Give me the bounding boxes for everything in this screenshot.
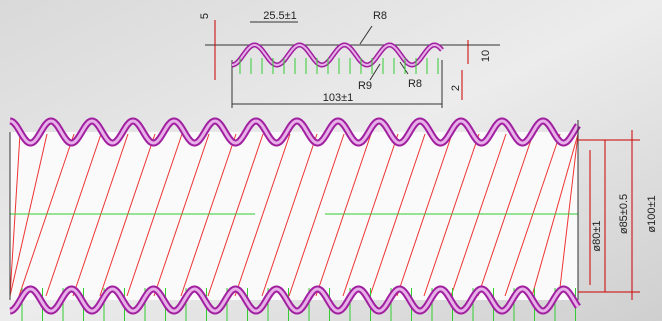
leader bbox=[399, 61, 409, 75]
hatch-line bbox=[531, 133, 579, 297]
hatch-line bbox=[396, 133, 453, 297]
pipe-wall-inner bbox=[9, 119, 580, 145]
hatch-line bbox=[369, 133, 426, 297]
hatch-line bbox=[234, 133, 291, 297]
dim-label: ø100±1 bbox=[646, 195, 658, 232]
hatch-line bbox=[315, 133, 372, 297]
pipe-wall-inner bbox=[9, 287, 580, 313]
hatch bbox=[9, 133, 579, 321]
hatch-line bbox=[126, 133, 183, 297]
hatch-line bbox=[342, 133, 399, 297]
pipe-walls bbox=[9, 117, 581, 315]
dim-label: 10 bbox=[480, 50, 492, 62]
hatch-line bbox=[9, 133, 48, 297]
hatch-line bbox=[153, 133, 210, 297]
hatch-line bbox=[18, 133, 75, 297]
dim-label: ø85±0.5 bbox=[618, 194, 630, 234]
dim-label: 103±1 bbox=[323, 92, 354, 104]
hatch-line bbox=[9, 133, 21, 297]
hatch-line bbox=[504, 133, 561, 297]
hatch-line bbox=[423, 133, 480, 297]
profile-inner bbox=[231, 44, 443, 67]
leader bbox=[369, 63, 381, 81]
dim-label: ø80±1 bbox=[591, 220, 603, 251]
dim-label: R8 bbox=[408, 78, 422, 90]
hatch-line bbox=[450, 133, 507, 297]
hatch-line bbox=[207, 133, 264, 297]
leader bbox=[359, 25, 373, 45]
hatch-line bbox=[288, 133, 345, 297]
dim-label: 5 bbox=[199, 13, 211, 19]
hatch-line bbox=[261, 133, 318, 297]
hatch-line bbox=[180, 133, 237, 297]
hatch-line bbox=[558, 133, 579, 297]
dim-label: R9 bbox=[358, 80, 372, 92]
hatch-line bbox=[72, 133, 129, 297]
hatch-line bbox=[477, 133, 534, 297]
dim-label: 2 bbox=[450, 85, 462, 91]
dim-label: 25.5±1 bbox=[263, 10, 297, 22]
dim-label: R8 bbox=[373, 10, 387, 22]
hatch-line bbox=[99, 133, 156, 297]
hatch-line bbox=[45, 133, 102, 297]
pipe-body bbox=[10, 132, 578, 300]
